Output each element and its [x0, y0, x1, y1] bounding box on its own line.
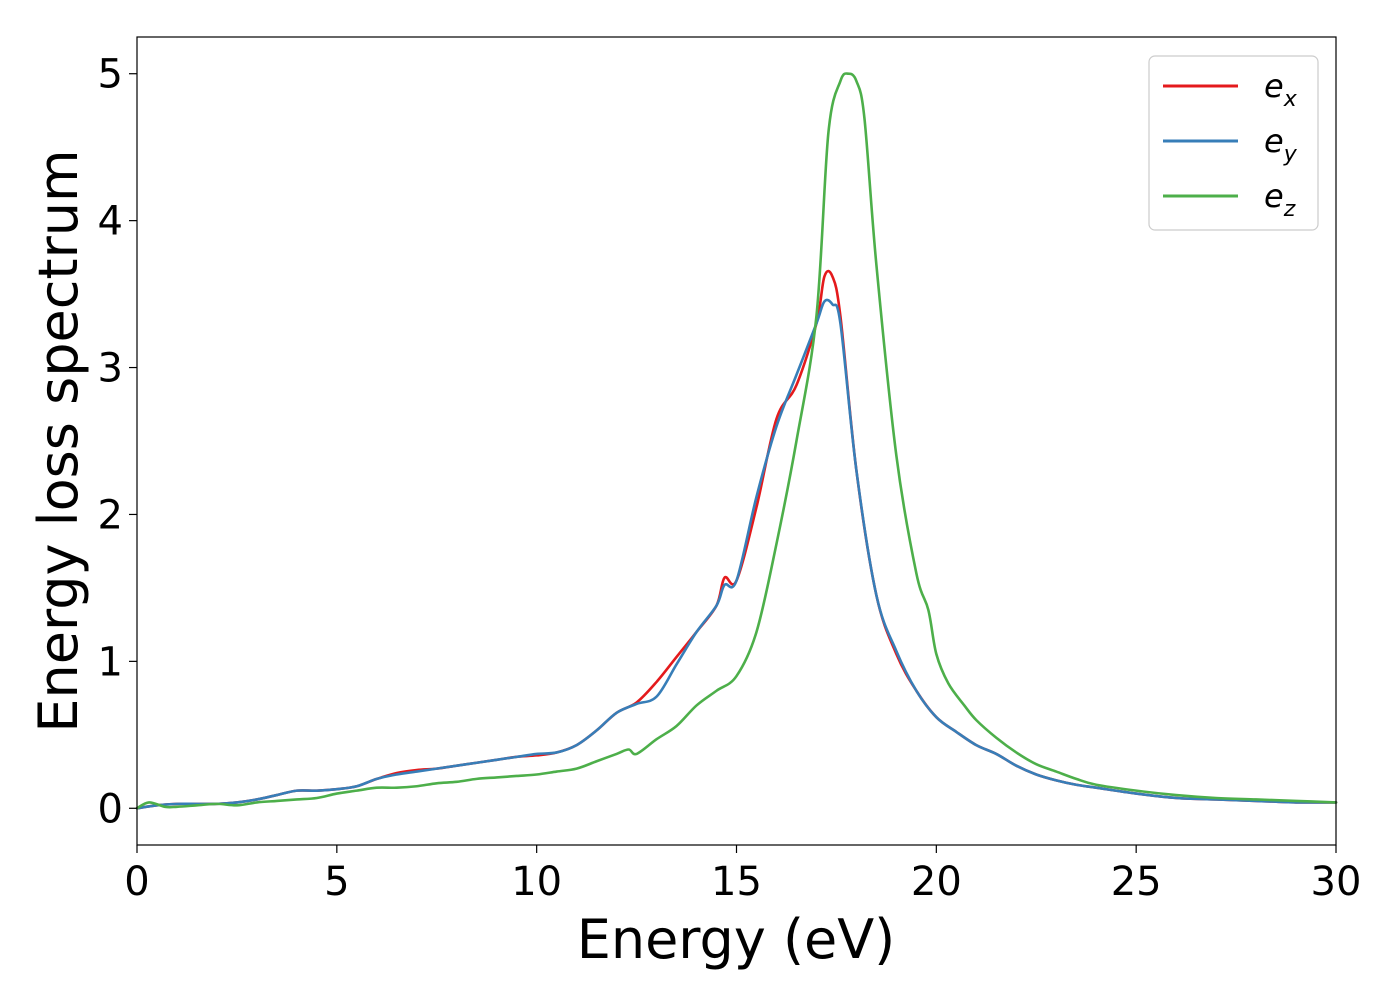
x-tick-label: 30 [1311, 859, 1362, 905]
series-layer [135, 72, 1338, 810]
y-tick-label: 3 [98, 346, 123, 392]
x-tick-label: 25 [1111, 859, 1162, 905]
x-tick-label: 0 [124, 859, 149, 905]
legend-label-x: ex [1264, 67, 1298, 112]
y-axis-label: Energy loss spectrum [27, 149, 90, 732]
series-line-x [135, 269, 1338, 810]
x-axis-label: Energy (eV) [577, 908, 896, 971]
legend-label-y: ey [1264, 122, 1298, 167]
x-tick-label: 10 [511, 859, 562, 905]
y-tick-label: 4 [98, 199, 123, 245]
x-tick-label: 5 [324, 859, 349, 905]
series-line-y [135, 298, 1338, 810]
legend-entries: ex ey ez [1163, 67, 1298, 222]
legend-label-z: ez [1264, 177, 1296, 222]
x-tick-label: 15 [711, 859, 762, 905]
y-tick-label: 0 [98, 786, 123, 832]
series-line-z [135, 72, 1338, 810]
legend-box [1148, 55, 1319, 231]
y-tick-label: 5 [98, 52, 123, 98]
y-tick-label: 1 [98, 639, 123, 685]
y-tick-label: 2 [98, 492, 123, 538]
x-tick-label: 20 [911, 859, 962, 905]
x-axis-ticks: 0 5 10 15 20 25 30 [124, 845, 1361, 905]
y-axis-ticks: 0 1 2 3 4 5 [98, 52, 137, 832]
legend: ex ey ez [1148, 55, 1319, 231]
